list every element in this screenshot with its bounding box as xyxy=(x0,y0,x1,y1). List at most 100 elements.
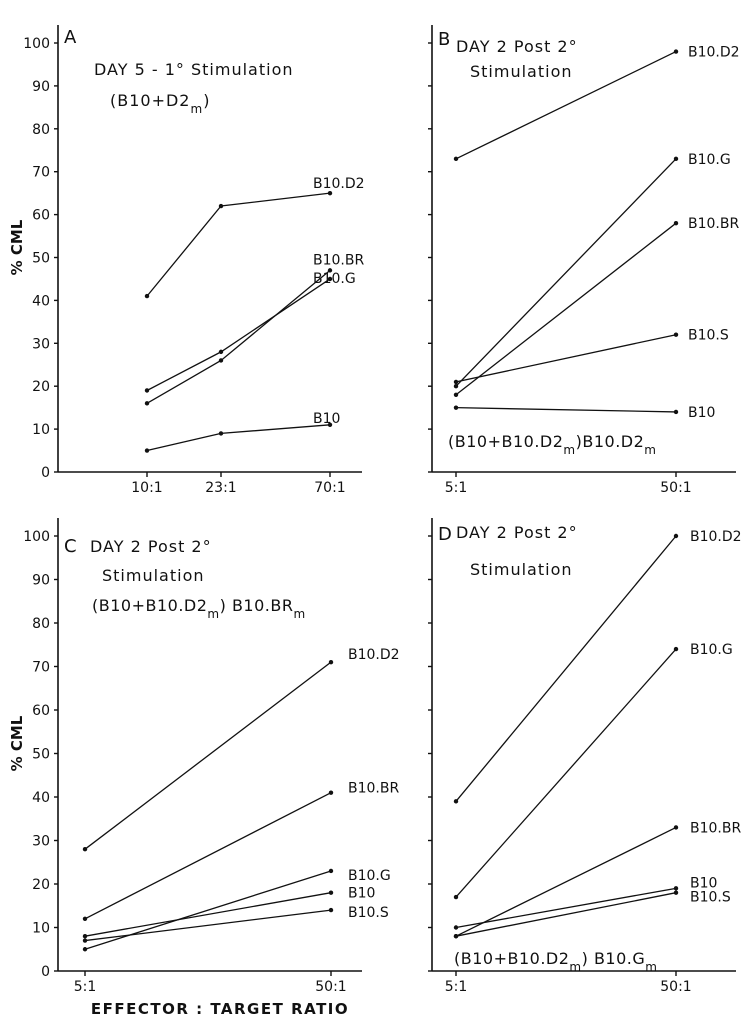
y-tick-label: 30 xyxy=(32,834,50,850)
data-point xyxy=(218,358,224,363)
y-tick-label: 20 xyxy=(32,379,50,395)
data-point xyxy=(82,847,88,852)
data-point xyxy=(144,388,150,393)
y-tick-label: 10 xyxy=(32,422,50,438)
y-axis-label: % CML xyxy=(8,219,26,275)
series-label: B10.BR xyxy=(690,820,741,836)
panel-subtitle: Stimulation xyxy=(470,62,573,81)
data-point xyxy=(453,379,459,385)
series-line xyxy=(455,887,677,929)
data-point xyxy=(327,276,333,282)
y-tick-label: 40 xyxy=(32,790,50,806)
series-label: B10 xyxy=(688,405,715,421)
series-label: B10 xyxy=(690,875,717,891)
series-line xyxy=(84,792,332,920)
data-point xyxy=(673,332,679,337)
panel-subtitle: Stimulation xyxy=(102,566,205,585)
series-line xyxy=(84,909,332,942)
data-point xyxy=(453,405,459,410)
series-label: B10.G xyxy=(313,271,356,287)
x-tick-label: 5:1 xyxy=(445,480,468,496)
data-point xyxy=(144,401,150,406)
x-tick-label: 23:1 xyxy=(205,480,236,496)
panel-letter: C xyxy=(64,536,77,557)
series-label: B10.D2 xyxy=(348,647,400,663)
series-label: B10 xyxy=(313,411,340,427)
panel-letter: D xyxy=(438,524,452,545)
y-tick-label: 20 xyxy=(32,877,50,893)
series-label: B10.S xyxy=(690,890,731,906)
y-tick-label: 0 xyxy=(41,964,50,980)
data-point xyxy=(453,384,459,389)
series-label: B10.S xyxy=(688,328,729,344)
data-point xyxy=(453,392,459,397)
data-point xyxy=(673,156,679,162)
data-point xyxy=(144,293,150,299)
data-point xyxy=(327,268,333,273)
y-tick-label: 80 xyxy=(32,122,50,138)
series-line xyxy=(455,222,677,396)
panel-C: 0 10 20 30 40 50 60 70 80 90 100 % CML 5:1 50:1 EFFECT… xyxy=(8,518,400,1015)
panel-title: DAY 2 Post 2° xyxy=(456,37,578,56)
panel-annotation: (B10+B10.D2m) B10.Gm xyxy=(454,949,657,974)
data-point xyxy=(673,886,679,891)
data-point xyxy=(453,925,459,930)
data-point xyxy=(673,890,679,895)
data-point xyxy=(673,533,679,539)
series-label: B10.D2 xyxy=(690,529,742,545)
series-line xyxy=(455,50,677,160)
data-point xyxy=(82,934,88,939)
data-point xyxy=(328,659,334,665)
panel-letter: B xyxy=(438,29,450,50)
series-line xyxy=(146,278,331,392)
x-tick-label: 10:1 xyxy=(131,480,162,496)
y-tick-label: 50 xyxy=(32,251,50,267)
data-point xyxy=(328,868,334,874)
panel-title: DAY 5 - 1° Stimulation xyxy=(94,60,294,79)
series-line xyxy=(146,192,331,297)
y-tick-label: 90 xyxy=(32,573,50,589)
series-line xyxy=(455,535,677,802)
data-point xyxy=(673,646,679,652)
x-tick-label: 50:1 xyxy=(660,979,691,995)
x-tick-label: 50:1 xyxy=(315,979,346,995)
data-point xyxy=(218,203,224,209)
x-tick-label: 5:1 xyxy=(445,979,468,995)
data-point xyxy=(218,349,224,355)
data-point xyxy=(82,916,88,921)
data-point xyxy=(328,890,334,895)
y-tick-label: 30 xyxy=(32,336,50,352)
panel-annotation: (B10+B10.D2m)B10.D2m xyxy=(448,432,656,457)
series-label: B10.G xyxy=(348,868,391,884)
series-line xyxy=(455,334,677,383)
y-tick-label: 70 xyxy=(32,165,50,181)
data-point xyxy=(82,947,88,952)
y-tick-label: 60 xyxy=(32,208,50,224)
y-tick-label: 60 xyxy=(32,703,50,719)
series-label: B10.BR xyxy=(313,252,364,268)
panel-A: 0 10 20 30 40 50 60 70 80 90 100 % CML 10:1 23:1 70:1 A… xyxy=(8,25,365,496)
panel-title: DAY 2 Post 2° xyxy=(456,523,578,542)
panel-annotation: (B10+B10.D2m) B10.BRm xyxy=(92,596,306,621)
data-point xyxy=(673,825,679,830)
y-tick-label: 40 xyxy=(32,293,50,309)
panel-title: DAY 2 Post 2° xyxy=(90,537,212,556)
data-point xyxy=(453,156,459,162)
series-line xyxy=(146,424,331,452)
x-tick-label: 70:1 xyxy=(314,480,345,496)
data-point xyxy=(327,422,333,428)
series-label: B10.S xyxy=(348,905,389,921)
series-line xyxy=(455,892,677,937)
y-tick-label: 0 xyxy=(41,465,50,481)
x-axis-label: EFFECTOR : TARGET RATIO xyxy=(91,1000,349,1015)
panel-subtitle: (B10+D2m) xyxy=(110,91,210,116)
series-label: B10.G xyxy=(688,152,731,168)
y-tick-label: 50 xyxy=(32,747,50,763)
series-label: B10.BR xyxy=(688,216,739,232)
series-line xyxy=(455,158,677,387)
data-point xyxy=(453,894,459,900)
data-point xyxy=(327,190,333,196)
series-line xyxy=(84,661,332,850)
data-point xyxy=(328,790,334,795)
